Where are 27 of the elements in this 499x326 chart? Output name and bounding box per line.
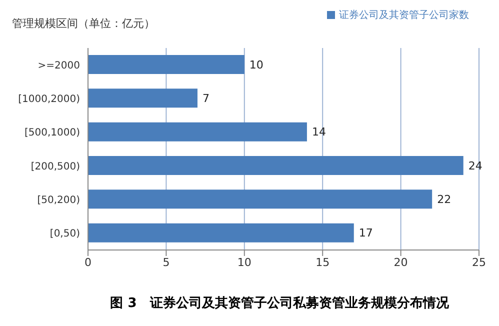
y-tick-label: [0,50) — [50, 228, 80, 240]
bar — [88, 122, 307, 142]
x-tick-label: 25 — [472, 256, 486, 269]
data-label: 24 — [468, 159, 482, 172]
y-tick-label: [50,200) — [37, 195, 80, 206]
y-tick-label: [500,1000) — [24, 128, 80, 139]
bar — [88, 55, 244, 74]
x-tick-label: 20 — [394, 256, 408, 269]
legend-label: 证券公司及其资管子公司家数 — [339, 10, 469, 21]
data-label: 7 — [202, 92, 210, 106]
x-tick-label: 5 — [162, 256, 170, 269]
x-tick-label: 10 — [237, 256, 252, 269]
data-label: 10 — [249, 58, 264, 72]
bar — [88, 223, 354, 242]
y-tick-label: [1000,2000) — [18, 94, 80, 106]
text: 图 3 证券公司及其资管子公司私募资管业务规模分布情况 — [109, 295, 450, 312]
data-label: 22 — [437, 193, 452, 206]
bar — [88, 88, 198, 108]
data-label: 17 — [358, 226, 373, 240]
y-tick-label: [200,500) — [30, 161, 80, 172]
y-axis-title: 管理规模区间（单位：亿元） — [12, 16, 155, 31]
data-label: 14 — [312, 126, 326, 139]
bar — [88, 156, 464, 175]
x-tick-label: 15 — [316, 256, 330, 269]
y-tick-label: >=2000 — [38, 60, 80, 72]
bar — [88, 190, 432, 209]
x-tick-label: 0 — [84, 256, 92, 269]
